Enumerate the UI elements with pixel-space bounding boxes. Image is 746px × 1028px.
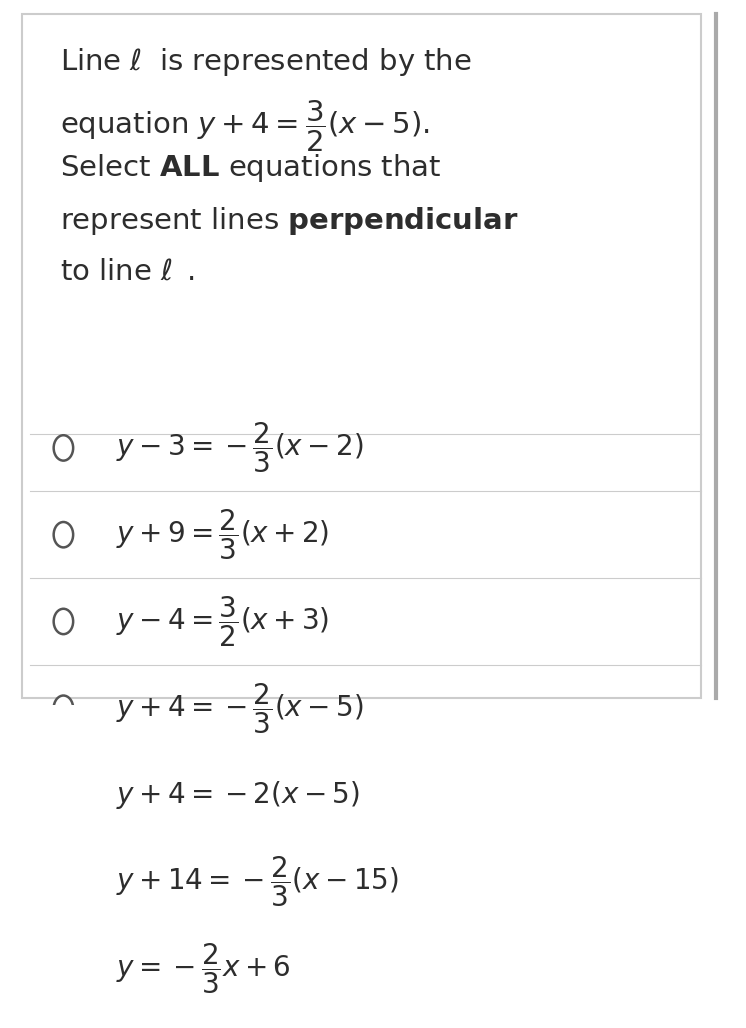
Text: $y - 4 = \dfrac{3}{2}(x + 3)$: $y - 4 = \dfrac{3}{2}(x + 3)$ (116, 594, 329, 649)
Text: Select $\mathbf{ALL}$ equations that: Select $\mathbf{ALL}$ equations that (60, 152, 441, 184)
Ellipse shape (54, 435, 73, 461)
Text: to line $\ell\,$ .: to line $\ell\,$ . (60, 257, 194, 286)
Text: $y + 4 = -\dfrac{2}{3}(x - 5)$: $y + 4 = -\dfrac{2}{3}(x - 5)$ (116, 681, 363, 736)
Ellipse shape (54, 609, 73, 634)
FancyBboxPatch shape (22, 14, 701, 698)
Ellipse shape (54, 782, 73, 808)
Text: $y = -\dfrac{2}{3}x + 6$: $y = -\dfrac{2}{3}x + 6$ (116, 942, 290, 996)
Ellipse shape (54, 956, 73, 981)
Text: represent lines $\mathbf{perpendicular}$: represent lines $\mathbf{perpendicular}$ (60, 205, 518, 236)
Text: $y + 14 = -\dfrac{2}{3}(x - 15)$: $y + 14 = -\dfrac{2}{3}(x - 15)$ (116, 854, 398, 909)
Text: $y + 4 = -2(x - 5)$: $y + 4 = -2(x - 5)$ (116, 779, 360, 811)
Ellipse shape (54, 522, 73, 547)
Text: $y + 9 = \dfrac{2}{3}(x + 2)$: $y + 9 = \dfrac{2}{3}(x + 2)$ (116, 508, 329, 562)
Ellipse shape (54, 696, 73, 721)
Ellipse shape (54, 869, 73, 894)
Text: $y - 3 = -\dfrac{2}{3}(x - 2)$: $y - 3 = -\dfrac{2}{3}(x - 2)$ (116, 420, 363, 475)
Text: Line $\ell\;$ is represented by the: Line $\ell\;$ is represented by the (60, 46, 471, 78)
Text: equation $y + 4 = \dfrac{3}{2}(x - 5)$.: equation $y + 4 = \dfrac{3}{2}(x - 5)$. (60, 99, 429, 154)
